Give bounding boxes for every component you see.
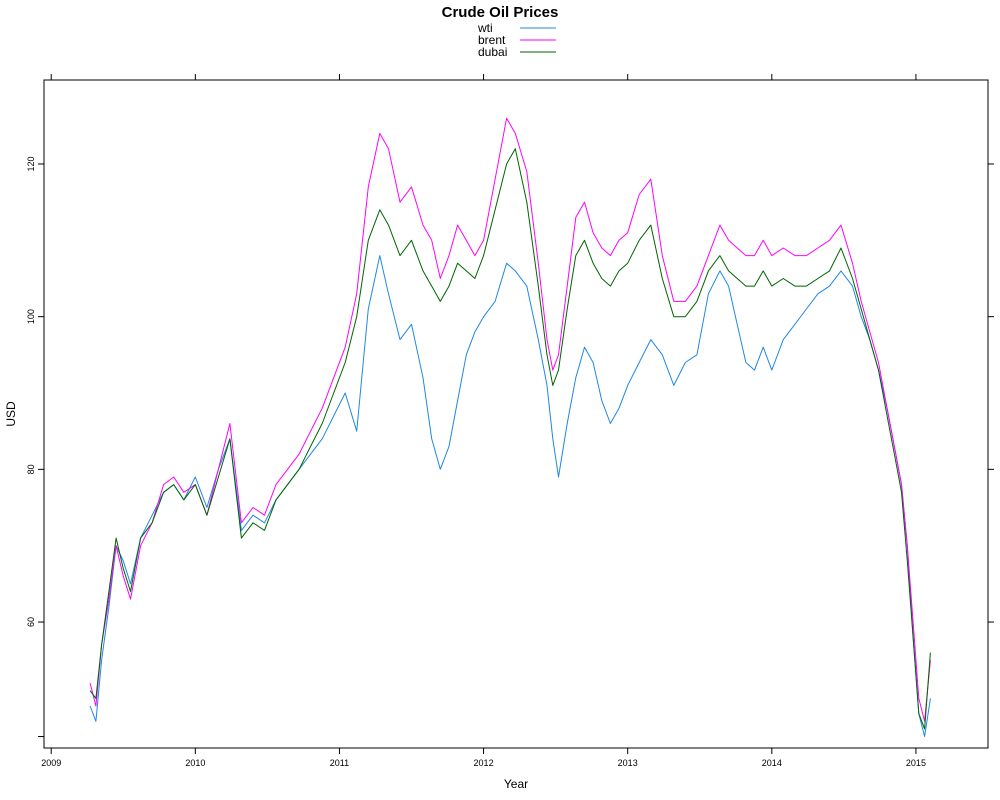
y-tick-label: 60 xyxy=(26,617,36,627)
x-axis: 2009 2010 2011 2012 2013 2014 2015 xyxy=(41,74,926,768)
plot-frame xyxy=(43,79,989,749)
series-line-brent xyxy=(89,117,931,722)
x-tick-label: 2013 xyxy=(618,758,638,768)
y-axis-label: USD xyxy=(4,401,18,427)
x-tick-label: 2009 xyxy=(41,758,61,768)
x-tick-label: 2011 xyxy=(330,758,349,768)
x-tick-label: 2010 xyxy=(185,758,205,768)
x-tick-label: 2014 xyxy=(762,758,782,768)
series-layer xyxy=(89,117,931,737)
x-tick-label: 2012 xyxy=(474,758,494,768)
legend-label-wti: wti xyxy=(477,21,493,35)
series-line-wti xyxy=(89,255,931,737)
legend-label-dubai: dubai xyxy=(478,45,507,59)
series-line-dubai xyxy=(89,148,931,730)
x-axis-label: Year xyxy=(504,777,528,791)
chart-title: Crude Oil Prices xyxy=(442,4,559,21)
y-tick-label: 80 xyxy=(26,464,36,474)
y-tick-label: 120 xyxy=(26,156,36,171)
y-axis: 60 80 100 120 xyxy=(26,156,994,738)
x-tick-label: 2015 xyxy=(906,758,926,768)
legend-label-brent: brent xyxy=(478,33,506,47)
y-tick-label: 100 xyxy=(26,309,36,324)
legend: wti brent dubai xyxy=(477,21,556,59)
